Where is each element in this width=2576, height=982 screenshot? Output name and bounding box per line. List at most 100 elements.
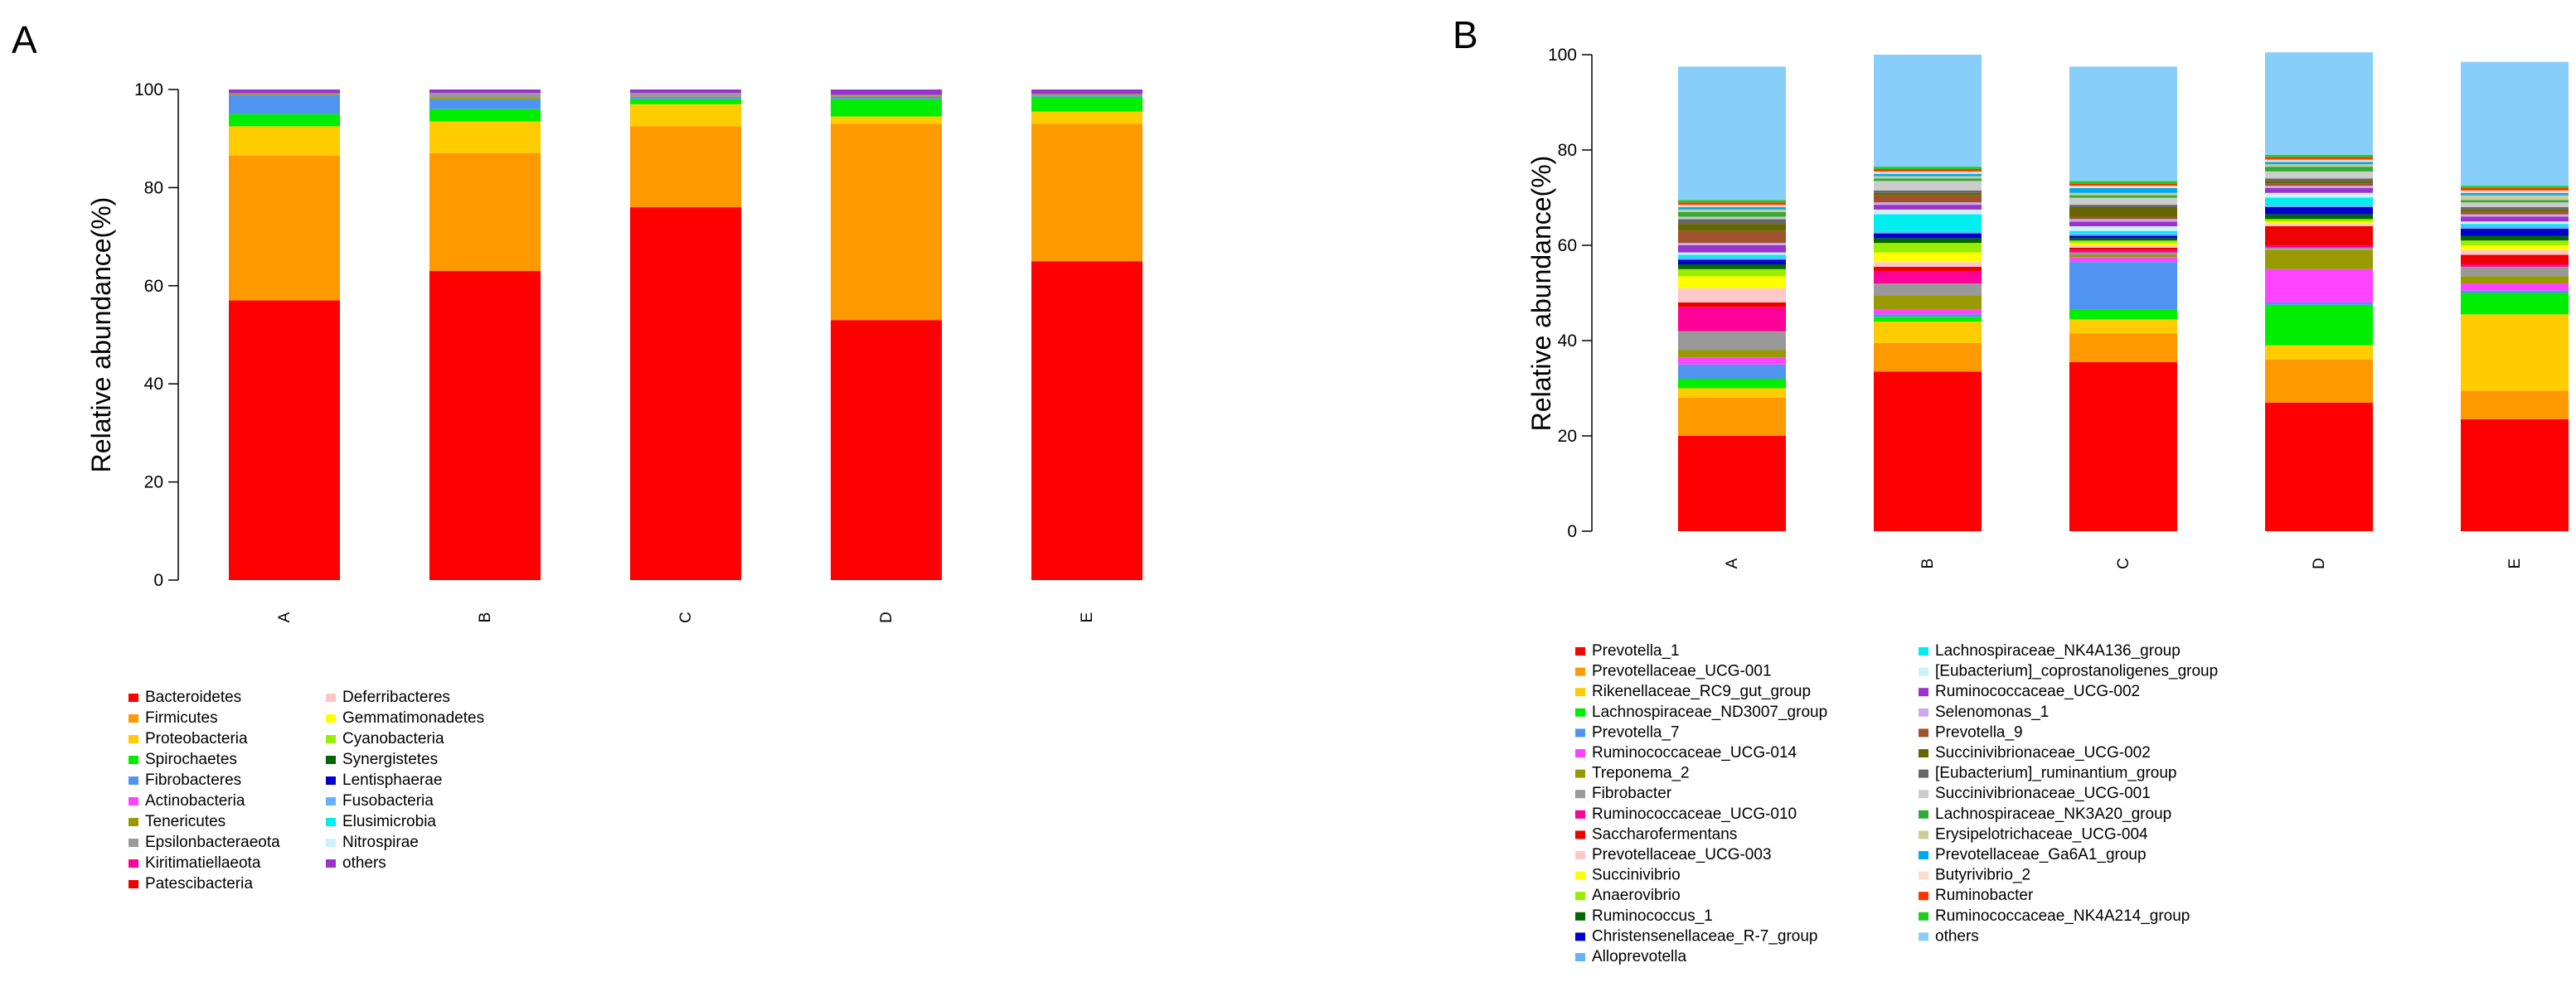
legend-label-succinivibrio: Succinivibrio	[1592, 867, 1681, 884]
legend-label-gemmatimonadetes: Gemmatimonadetes	[342, 709, 484, 727]
bar-segment-a-fibrobacteres	[229, 95, 340, 114]
chart-b-bars	[1678, 52, 2569, 531]
legend-label-prevotella-9: Prevotella_9	[1935, 723, 2023, 741]
x-tick-label-e: E	[2506, 559, 2524, 569]
bar-segment-b-bacteroidetes	[429, 271, 541, 580]
bar-segment-b-fibrobacteres	[429, 99, 541, 109]
legend-swatch-ruminococcaceae-nk4a214-group	[1919, 912, 1928, 921]
legend-label-fibrobacteres: Fibrobacteres	[145, 772, 241, 789]
bar-segment-d-spirochaetes	[831, 99, 942, 117]
bar-segment-d-eubacterium-coprostanoligenes-group	[2265, 192, 2373, 198]
bar-segment-d-others	[831, 89, 942, 95]
legend-swatch-bacteroidetes	[129, 694, 138, 702]
legend-label-selenomonas-1: Selenomonas_1	[1935, 704, 2049, 721]
bar-segment-b-prevotella-7	[1874, 314, 1982, 317]
bar-segment-a-ruminococcaceae-ucg-014	[1678, 357, 1786, 365]
bar-segment-a-eubacterium-coprostanoligenes-group	[1678, 252, 1786, 255]
bar-segment-c-spirochaetes	[630, 99, 741, 104]
bar-segment-b-ruminobacter	[1874, 169, 1982, 172]
y-tick-label: 80	[1558, 141, 1577, 160]
y-tick-label: 40	[1558, 331, 1577, 351]
legend-swatch-selenomonas-1	[1919, 708, 1928, 717]
bar-segment-a-prevotella-1	[1678, 436, 1786, 531]
bar-segment-d-prevotellaceae-ucg-001	[2265, 360, 2373, 403]
bar-segment-a-succinivibrionaceae-ucg-002	[1678, 224, 1786, 231]
bar-segment-c-saccharofermentans	[2069, 247, 2177, 250]
bar-segment-a-ruminococcaceae-ucg-002	[1678, 245, 1786, 253]
bar-segment-d-butyrivibrio-2	[2265, 159, 2373, 162]
bar-segment-c-rikenellaceae-rc9-gut-group	[2069, 319, 2177, 334]
bar-segment-a-eubacterium-ruminantium-group	[1678, 219, 1786, 225]
legend-swatch-succinivibrio	[1575, 871, 1585, 880]
legend-label-fusobacteria: Fusobacteria	[342, 792, 434, 810]
bar-segment-e-ruminococcaceae-ucg-010	[2461, 264, 2569, 267]
legend-swatch-kiritimatiellaeota	[129, 859, 138, 868]
bar-segment-d-eubacterium-ruminantium-group	[2265, 178, 2373, 181]
legend-swatch-prevotella-7	[1575, 728, 1585, 738]
bar-segment-d-alloprevotella	[2265, 205, 2373, 207]
bar-segment-b-prevotellaceae-ucg-001	[1874, 342, 1982, 372]
legend-swatch-lentisphaerae	[326, 776, 336, 785]
legend-swatch-deferribacteres	[326, 694, 336, 702]
legend-label-prevotellaceae-ga6a1-group: Prevotellaceae_Ga6A1_group	[1935, 846, 2147, 863]
bar-segment-e-spirochaetes	[1031, 96, 1142, 112]
bar-segment-e-ruminococcaceae-ucg-014	[2461, 283, 2569, 291]
bar-segment-c-alloprevotella	[2069, 233, 2177, 236]
legend-swatch-succinivibrionaceae-ucg-001	[1919, 790, 1928, 799]
bar-segment-e-bacteroidetes	[1031, 261, 1142, 580]
legend-swatch-prevotellaceae-ga6a1-group	[1919, 851, 1928, 859]
bar-segment-c-butyrivibrio-2	[2069, 186, 2177, 188]
bar-segment-e-proteobacteria	[1031, 111, 1142, 124]
bar-segment-d-proteobacteria	[831, 116, 942, 124]
bar-segment-a-lachnospiraceae-nk4a136-group	[1678, 254, 1786, 258]
bar-segment-d-prevotella-7	[2265, 302, 2373, 305]
bar-segment-d-lachnospiraceae-nd3007-group	[2265, 304, 2373, 346]
bar-segment-d-lachnospiraceae-nk4a136-group	[2265, 197, 2373, 206]
legend-label-tenericutes: Tenericutes	[145, 813, 226, 830]
legend-swatch-lachnospiraceae-nd3007-group	[1575, 708, 1585, 717]
bar-segment-a-saccharofermentans	[1678, 302, 1786, 307]
legend-swatch-ruminobacter	[1919, 892, 1928, 901]
legend-label-prevotellaceae-ucg-001: Prevotellaceae_UCG-001	[1592, 663, 1772, 680]
bar-segment-a-ruminococcaceae-ucg-010	[1678, 307, 1786, 331]
legend-swatch-firmicutes	[129, 714, 138, 723]
bar-segment-b-fibrobacter	[1874, 283, 1982, 296]
legend-swatch-saccharofermentans	[1575, 830, 1585, 839]
y-tick-label: 60	[1558, 236, 1577, 255]
y-tick-label: 60	[144, 277, 163, 296]
legend-label-butyrivibrio-2: Butyrivibrio_2	[1935, 867, 2030, 884]
bar-segment-b-selenomonas-1	[1874, 202, 1982, 206]
bar-segment-d-prevotellaceae-ucg-003	[2265, 224, 2373, 226]
bar-segment-a-prevotella-9	[1678, 230, 1786, 244]
legend-swatch-ruminococcaceae-ucg-002	[1919, 688, 1928, 697]
bar-segment-b-ruminococcaceae-ucg-002	[1874, 205, 1982, 210]
bar-segment-a-ruminococcus-1	[1678, 264, 1786, 269]
bar-segment-b-lachnospiraceae-nk4a136-group	[1874, 214, 1982, 231]
bar-segment-e-fibrobacter	[2461, 266, 2569, 277]
bar-segment-e-prevotella-9	[2461, 211, 2569, 215]
bar-segment-b-prevotella-1	[1874, 371, 1982, 531]
bar-segment-c-christensenellaceae-r-7-group	[2069, 235, 2177, 239]
legend-swatch-prevotellaceae-ucg-003	[1575, 851, 1585, 859]
bar-segment-c-others	[630, 89, 741, 94]
bar-segment-b-tenericutes	[429, 98, 541, 99]
legend-swatch-succinivibrionaceae-ucg-002	[1919, 749, 1928, 757]
bar-segment-c-lachnospiraceae-nd3007-group	[2069, 309, 2177, 320]
bar-segment-a-firmicutes	[229, 155, 340, 301]
bar-segment-d-treponema-2	[2265, 249, 2373, 269]
bar-segment-e-others	[1031, 89, 1142, 94]
legend-swatch-eubacterium-ruminantium-group	[1919, 769, 1928, 778]
bar-segment-c-epsilonbacteraeota	[630, 93, 741, 97]
bar-segment-d-fibrobacteres	[831, 96, 942, 99]
bar-segment-a-spirochaetes	[229, 114, 340, 127]
bar-segment-e-lachnospiraceae-nd3007-group	[2461, 293, 2569, 315]
chart-a-x-ticks: A B C D E	[276, 612, 1096, 623]
legend-swatch-fibrobacteres	[129, 776, 138, 785]
bar-segment-c-treponema-2	[2069, 254, 2177, 258]
bar-segment-b-alloprevotella	[1874, 230, 1982, 234]
legend-swatch-others	[1919, 932, 1928, 941]
bar-segment-d-rikenellaceae-rc9-gut-group	[2265, 345, 2373, 360]
chart-b-y-ticks: 0 20 40 60 80 100	[1548, 46, 1592, 541]
y-tick-label: 100	[1548, 46, 1577, 65]
legend-label-actinobacteria: Actinobacteria	[145, 792, 245, 810]
